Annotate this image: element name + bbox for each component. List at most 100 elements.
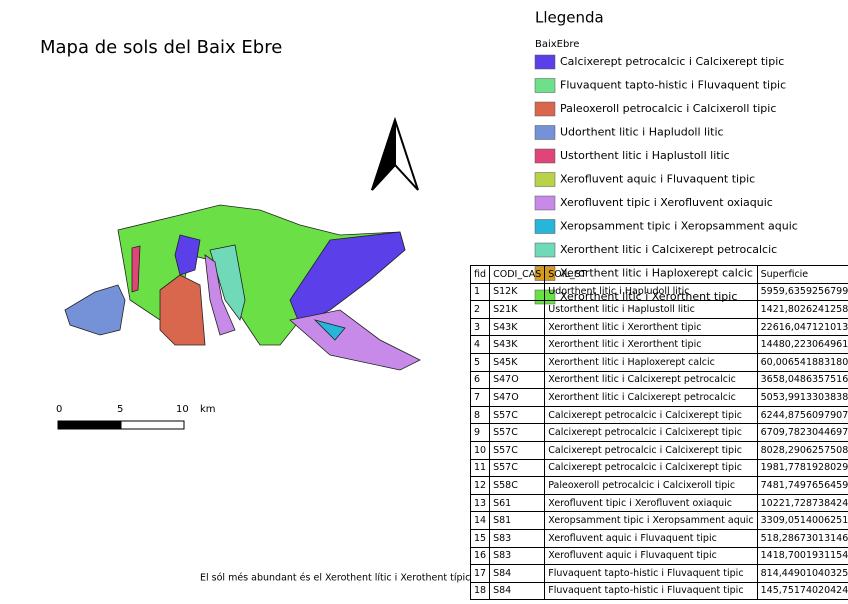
table-cell: 1421,8026241258635: [756, 300, 848, 319]
legend-swatch: [534, 242, 556, 258]
table-row: 18 S84 Fluvaquent tapto-histic i Fluvaquen…: [469, 581, 848, 601]
table-cell: S81: [489, 511, 546, 530]
table-row: 1 S12K Udorthent litic i Hapludoll litic 59…: [469, 282, 848, 302]
legend-swatch: [534, 219, 556, 234]
table-cell: Udorthent litic i Hapludoll litic: [544, 282, 758, 302]
legend-label: Xerofluvent tipic i Xerofluvent oxiaquic: [560, 196, 773, 209]
table-cell: 814,4490104032502: [756, 564, 848, 583]
table-cell: 22616,04712101366: [756, 317, 848, 337]
table-cell: Fluvaquent tapto-histic i Fluvaquent tip…: [544, 564, 758, 583]
legend-label: Calcixerept petrocalcic i Calcixerept ti…: [560, 55, 784, 68]
table-cell: S47O: [489, 370, 546, 390]
table-cell: 12: [469, 476, 491, 495]
table-cell: 5053,991330383883: [756, 388, 848, 407]
table-row: 16 S83 Xerofluvent aquic i Fluvaquent tipi…: [469, 546, 848, 566]
table-cell: S61: [489, 493, 546, 513]
legend-swatch: [534, 195, 556, 211]
legend-swatch: [534, 148, 556, 164]
legend: Calcixerept petrocalcic i Calcixerept ti…: [534, 54, 798, 305]
table-cell: Paleoxeroll petrocalcic i Calcixeroll ti…: [544, 476, 758, 495]
table-row: 8 S57C Calcixerept petrocalcic i Calcixere…: [469, 405, 848, 425]
table-row: 3 S43K Xerorthent litic i Xerorthent tipic…: [469, 317, 848, 337]
table-row: 12 S58C Paleoxeroll petrocalcic i Calcixer…: [469, 476, 848, 495]
table-row: 7 S47O Xerorthent litic i Calcixerept petr…: [469, 388, 848, 407]
legend-label: Xerofluvent aquic i Fluvaquent tipic: [560, 173, 755, 186]
table-cell: Ustorthent litic i Haplustoll litic: [544, 300, 758, 319]
table-cell: Calcixerept petrocalcic i Calcixerept ti…: [544, 405, 758, 425]
header-cell: Superficie: [756, 265, 848, 284]
table-cell: 14: [469, 511, 491, 530]
table-cell: Xerofluvent aquic i Fluvaquent tipic: [544, 528, 758, 548]
table-cell: S47O: [489, 388, 546, 407]
table-cell: 4: [469, 335, 491, 354]
legend-swatch: [534, 125, 556, 140]
legend-swatch: [534, 172, 556, 187]
scale-label: 0: [56, 404, 62, 415]
header-row: fid CODI_CAS SOIL_ST Superficie: [469, 265, 848, 284]
header-cell: SOIL_ST: [544, 265, 758, 284]
table-cell: 6244,875609790732: [756, 405, 848, 425]
table-cell: Xerofluvent tipic i Xerofluvent oxiaquic: [544, 493, 758, 513]
table-cell: S83: [489, 528, 546, 548]
table-cell: 11: [469, 458, 491, 478]
scale-bar: km 0 5 10: [56, 404, 216, 430]
legend-label: Xeropsamment tipic i Xeropsamment aquic: [560, 220, 798, 233]
table-cell: 3: [469, 317, 491, 337]
legend-swatch: [534, 101, 556, 117]
table-cell: Xerorthent litic i Calcixerept petrocalc…: [544, 388, 758, 407]
table-cell: S58C: [489, 476, 546, 495]
scale-segment: [120, 420, 185, 430]
scale-segment: [57, 420, 122, 430]
table-cell: 7: [469, 388, 491, 407]
map-title: Mapa de sols del Baix Ebre: [40, 37, 282, 58]
legend-label: Udorthent litic i Hapludoll litic: [560, 126, 724, 139]
table-row: 9 S57C Calcixerept petrocalcic i Calcixere…: [469, 423, 848, 442]
table-cell: Xerorthent litic i Xerorthent tipic: [544, 335, 758, 354]
table-cell: Calcixerept petrocalcic i Calcixerept ti…: [544, 440, 758, 460]
table-cell: 1: [469, 282, 491, 302]
table-cell: 10: [469, 440, 491, 460]
table-cell: S84: [489, 581, 546, 601]
table-cell: 2: [469, 300, 491, 319]
table-cell: Fluvaquent tapto-histic i Fluvaquent tip…: [544, 581, 758, 601]
table-cell: 1981,7781928029: [756, 458, 848, 478]
table-row: 6 S47O Xerorthent litic i Calcixerept petr…: [469, 370, 848, 390]
table-cell: S43K: [489, 335, 546, 354]
table-cell: 8: [469, 405, 491, 425]
legend-swatch: [534, 78, 556, 93]
table-cell: S57C: [489, 405, 546, 425]
table-row: 14 S81 Xeropsamment tipic i Xeropsamment a…: [469, 511, 848, 530]
table-cell: S12K: [489, 282, 546, 302]
legend-label: Paleoxeroll petrocalcic i Calcixeroll ti…: [560, 102, 776, 115]
header-cell: fid: [469, 265, 491, 284]
table-cell: S57C: [489, 423, 546, 442]
table-cell: S43K: [489, 317, 546, 337]
table-cell: 8028,290625750835: [756, 440, 848, 460]
table-cell: S45K: [489, 352, 546, 372]
legend-title: Llegenda: [535, 9, 604, 27]
table-cell: S83: [489, 546, 546, 566]
table-cell: 15: [469, 528, 491, 548]
table-cell: 9: [469, 423, 491, 442]
table-cell: Calcixerept petrocalcic i Calcixerept ti…: [544, 423, 758, 442]
table-cell: 13: [469, 493, 491, 513]
table-row: 4 S43K Xerorthent litic i Xerorthent tipic…: [469, 335, 848, 354]
table-cell: S84: [489, 564, 546, 583]
caption: El sól més abundant és el Xerothent líti…: [200, 573, 470, 584]
table-cell: S57C: [489, 440, 546, 460]
table-cell: 5959,635925679952: [756, 282, 848, 302]
table-cell: S21K: [489, 300, 546, 319]
table-cell: 145,75174020424495: [756, 581, 848, 601]
attribute-table: fid CODI_CAS SOIL_ST Superficie 1 S12K Udorthe…: [469, 265, 848, 601]
legend-swatch: [534, 54, 556, 70]
scale-label: 10: [176, 404, 189, 415]
table-row: 10 S57C Calcixerept petrocalcic i Calcixer…: [469, 440, 848, 460]
table-cell: 3309,0514006251074: [756, 511, 848, 530]
table-row: 5 S45K Xerorthent litic i Haploxerept calc…: [469, 352, 848, 372]
table-cell: 6709,7823044697725: [756, 423, 848, 442]
scale-label: 5: [117, 404, 123, 415]
legend-label: Fluvaquent tapto-histic i Fluvaquent tip…: [560, 79, 786, 92]
map: [64, 204, 421, 371]
